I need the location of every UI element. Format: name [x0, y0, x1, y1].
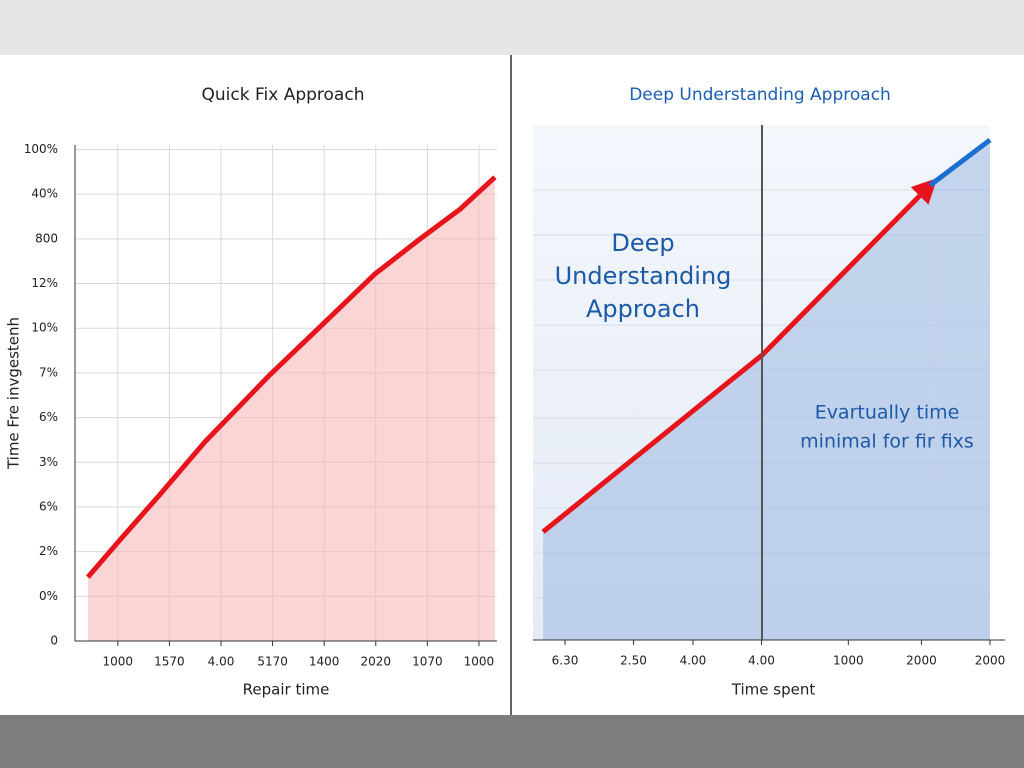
annotation: minimal for fir fixs: [800, 431, 974, 453]
y-tick-label: 100%: [24, 142, 58, 156]
series-line: [928, 137, 992, 188]
y-tick-label: 6%: [39, 410, 58, 424]
chart-title: Deep Understanding Approach: [629, 85, 891, 105]
annotation: Deep: [611, 229, 674, 257]
x-tick-label: 2020: [360, 655, 391, 669]
x-tick-label: 1070: [412, 655, 443, 669]
top-bar: [0, 0, 1024, 55]
series-line: [86, 175, 497, 579]
x-tick-label: 2.50: [620, 654, 647, 668]
x-tick-label: 4.00: [748, 654, 775, 668]
y-tick-label: 0: [50, 634, 58, 648]
area: [930, 139, 990, 640]
y-tick-label: 800: [35, 231, 58, 245]
area: [543, 185, 931, 640]
x-tick-label: 2000: [975, 654, 1006, 668]
x-axis-label: Time spent: [731, 681, 816, 699]
x-tick-label: 1000: [833, 654, 864, 668]
x-tick-label: 6.30: [552, 654, 579, 668]
y-axis-label: Time Fre invgestenh: [5, 317, 23, 470]
bottom-bar: [0, 715, 1024, 768]
area: [87, 177, 495, 641]
y-tick-label: 0%: [39, 589, 58, 603]
x-tick-label: 1400: [309, 655, 340, 669]
annotation: Evartually time: [815, 402, 960, 424]
chart-title: Quick Fix Approach: [202, 85, 365, 105]
y-tick-label: 6%: [39, 499, 58, 513]
annotation: Approach: [586, 295, 700, 323]
y-tick-label: 2%: [39, 544, 58, 558]
x-tick-label: 1000: [464, 655, 495, 669]
x-tick-label: 4.00: [208, 655, 235, 669]
x-tick-label: 4.00: [680, 654, 707, 668]
y-tick-label: 10%: [31, 321, 58, 335]
y-tick-label: 12%: [31, 276, 58, 290]
y-tick-label: 7%: [39, 365, 58, 379]
x-tick-label: 1570: [154, 655, 185, 669]
x-tick-label: 2000: [906, 654, 937, 668]
annotation: Understanding: [555, 262, 732, 290]
x-axis-label: Repair time: [243, 681, 330, 699]
x-tick-label: 1000: [103, 655, 134, 669]
y-tick-label: 40%: [31, 187, 58, 201]
x-tick-label: 5170: [257, 655, 288, 669]
y-tick-label: 3%: [39, 455, 58, 469]
